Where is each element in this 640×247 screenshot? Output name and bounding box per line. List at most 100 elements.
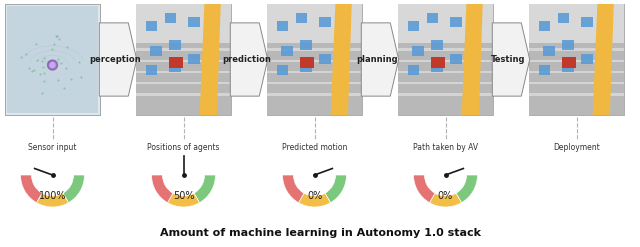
- Bar: [300, 57, 314, 68]
- Polygon shape: [461, 4, 478, 115]
- Bar: [169, 57, 182, 68]
- Bar: [398, 4, 493, 115]
- Bar: [136, 4, 231, 115]
- Bar: [5, 4, 100, 115]
- Polygon shape: [593, 4, 609, 115]
- Wedge shape: [194, 175, 216, 203]
- Text: 0%: 0%: [307, 191, 322, 201]
- Bar: [136, 43, 231, 115]
- Bar: [267, 93, 362, 96]
- Bar: [136, 93, 231, 96]
- Bar: [169, 40, 180, 49]
- Bar: [267, 48, 362, 51]
- Text: 0%: 0%: [438, 191, 453, 201]
- Wedge shape: [413, 175, 435, 203]
- Polygon shape: [331, 4, 347, 115]
- Bar: [398, 43, 493, 115]
- Bar: [267, 60, 362, 62]
- Bar: [398, 48, 493, 51]
- Wedge shape: [325, 175, 346, 203]
- Text: Deployment: Deployment: [553, 143, 600, 152]
- Bar: [543, 46, 555, 56]
- Bar: [529, 48, 624, 51]
- Bar: [136, 71, 231, 73]
- Bar: [169, 62, 180, 72]
- Bar: [150, 46, 162, 56]
- Wedge shape: [168, 193, 200, 207]
- Bar: [319, 17, 331, 27]
- Bar: [398, 93, 493, 96]
- Bar: [563, 62, 573, 72]
- Circle shape: [50, 62, 55, 67]
- Bar: [300, 62, 312, 72]
- Bar: [529, 43, 624, 115]
- Bar: [563, 57, 575, 68]
- Bar: [267, 82, 362, 84]
- Bar: [581, 54, 593, 64]
- Circle shape: [47, 60, 58, 70]
- Bar: [319, 54, 331, 64]
- Polygon shape: [200, 4, 216, 115]
- Text: planning: planning: [356, 55, 398, 64]
- Bar: [451, 17, 461, 27]
- Polygon shape: [361, 23, 399, 96]
- Text: Positions of agents: Positions of agents: [147, 143, 220, 152]
- Bar: [529, 4, 624, 43]
- Bar: [5, 4, 100, 115]
- Polygon shape: [603, 4, 614, 115]
- Bar: [7, 6, 98, 113]
- Bar: [431, 62, 443, 72]
- Polygon shape: [341, 4, 352, 115]
- Wedge shape: [63, 175, 84, 203]
- Bar: [581, 17, 593, 27]
- Bar: [412, 46, 424, 56]
- Bar: [276, 21, 288, 31]
- Bar: [398, 60, 493, 62]
- Wedge shape: [429, 193, 461, 207]
- Bar: [426, 13, 438, 23]
- Text: 50%: 50%: [173, 191, 195, 201]
- Bar: [398, 82, 493, 84]
- Bar: [451, 54, 461, 64]
- Wedge shape: [152, 175, 173, 203]
- Bar: [267, 43, 362, 115]
- Text: perception: perception: [90, 55, 141, 64]
- Bar: [557, 13, 569, 23]
- Bar: [431, 40, 443, 49]
- Polygon shape: [210, 4, 221, 115]
- Bar: [136, 82, 231, 84]
- Bar: [538, 65, 550, 75]
- Bar: [136, 4, 231, 43]
- Polygon shape: [492, 23, 530, 96]
- Bar: [529, 4, 624, 115]
- Polygon shape: [472, 4, 483, 115]
- Wedge shape: [298, 193, 330, 207]
- Wedge shape: [456, 175, 477, 203]
- Polygon shape: [99, 23, 137, 96]
- Bar: [296, 13, 307, 23]
- Bar: [267, 4, 362, 115]
- Bar: [188, 54, 200, 64]
- Text: 100%: 100%: [39, 191, 67, 201]
- Bar: [398, 4, 493, 43]
- Bar: [398, 71, 493, 73]
- Bar: [267, 71, 362, 73]
- Bar: [267, 4, 362, 43]
- Text: Testing: Testing: [492, 55, 525, 64]
- Text: Path taken by AV: Path taken by AV: [413, 143, 478, 152]
- Text: Predicted motion: Predicted motion: [282, 143, 347, 152]
- Bar: [408, 65, 419, 75]
- Bar: [538, 21, 550, 31]
- Wedge shape: [36, 193, 68, 207]
- Bar: [145, 21, 157, 31]
- Text: Amount of machine learning in Autonomy 1.0 stack: Amount of machine learning in Autonomy 1…: [159, 228, 481, 238]
- Polygon shape: [230, 23, 268, 96]
- Bar: [136, 48, 231, 51]
- Bar: [145, 65, 157, 75]
- Wedge shape: [20, 175, 42, 203]
- Bar: [408, 21, 419, 31]
- Bar: [164, 13, 176, 23]
- Text: prediction: prediction: [222, 55, 271, 64]
- Bar: [431, 57, 445, 68]
- Bar: [300, 40, 312, 49]
